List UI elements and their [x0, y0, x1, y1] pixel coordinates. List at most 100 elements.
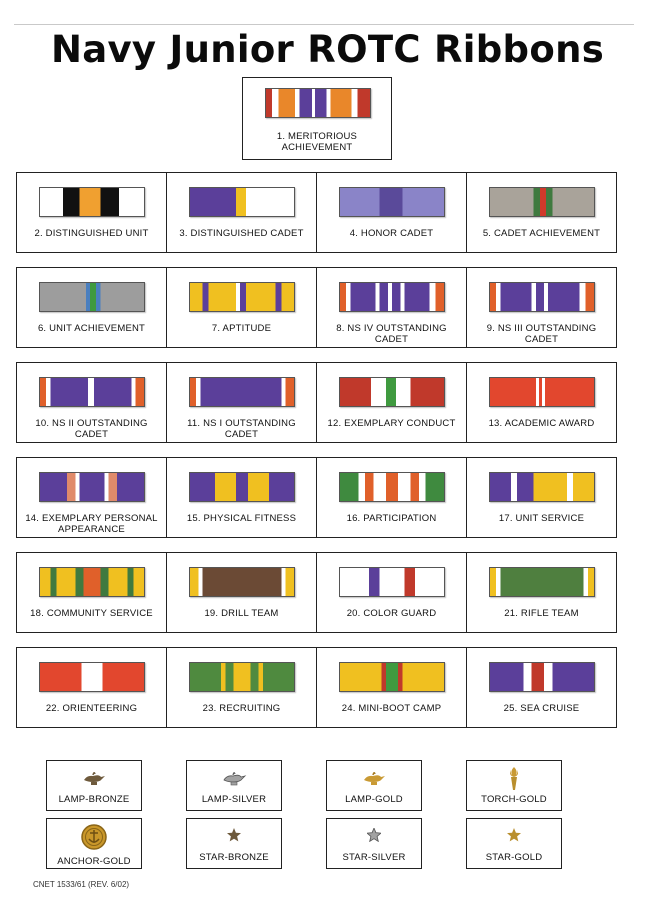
- ribbon-card: 10. NS II OUTSTANDING CADET: [16, 362, 167, 443]
- ribbon-sea-cruise: [489, 662, 595, 692]
- ribbon-ns-iv-outstanding-cadet: [339, 282, 445, 312]
- device-card: LAMP-GOLD: [326, 760, 422, 811]
- device-card: STAR-SILVER: [326, 818, 422, 869]
- ribbon-row-3: 10. NS II OUTSTANDING CADET 11. NS I OUT…: [16, 362, 617, 443]
- ribbon-row-5: 18. COMMUNITY SERVICE 19. DRILL TEAM 20.…: [16, 552, 617, 633]
- device-label: LAMP-GOLD: [345, 794, 403, 805]
- device-label: STAR-GOLD: [485, 852, 543, 863]
- ribbon-card: 23. RECRUITING: [166, 647, 317, 728]
- star-icon: [467, 828, 561, 846]
- form-number: CNET 1533/61 (REV. 6/02): [33, 880, 130, 889]
- device-card: STAR-GOLD: [466, 818, 562, 869]
- ribbon-label: 20. COLOR GUARD: [346, 608, 437, 619]
- ribbon-card: 11. NS I OUTSTANDING CADET: [166, 362, 317, 443]
- ribbon-exemplary-conduct: [339, 377, 445, 407]
- device-card: LAMP-SILVER: [186, 760, 282, 811]
- ribbon-label: 22. ORIENTEERING: [45, 703, 138, 714]
- ribbon-card: 21. RIFLE TEAM: [466, 552, 617, 633]
- ribbon-card: 19. DRILL TEAM: [166, 552, 317, 633]
- device-label: STAR-BRONZE: [199, 852, 269, 863]
- ribbon-label: 14. EXEMPLARY PERSONAL APPEARANCE: [25, 513, 158, 535]
- device-row-2: ANCHOR-GOLD STAR-BRONZE STAR-SILVER STAR…: [44, 818, 604, 869]
- ribbon-card: 9. NS III OUTSTANDING CADET: [466, 267, 617, 348]
- ribbon-unit-achievement: [39, 282, 145, 312]
- ribbon-card: 2. DISTINGUISHED UNIT: [16, 172, 167, 253]
- ribbon-participation: [339, 472, 445, 502]
- ribbon-label: 8. NS IV OUTSTANDING CADET: [336, 323, 447, 345]
- device-label: LAMP-BRONZE: [58, 794, 130, 805]
- ribbon-label: 9. NS III OUTSTANDING CADET: [486, 323, 597, 345]
- ribbon-label: 21. RIFLE TEAM: [504, 608, 579, 619]
- ribbon-card: 20. COLOR GUARD: [316, 552, 467, 633]
- ribbon-card: 7. APTITUDE: [166, 267, 317, 348]
- ribbon-label: 10. NS II OUTSTANDING CADET: [35, 418, 148, 440]
- ribbon-physical-fitness: [189, 472, 295, 502]
- ribbon-drill-team: [189, 567, 295, 597]
- ribbon-label: 4. HONOR CADET: [349, 228, 434, 239]
- lamp-icon: [327, 770, 421, 788]
- ribbon-label: 13. ACADEMIC AWARD: [488, 418, 595, 429]
- ribbon-label: 11. NS I OUTSTANDING CADET: [187, 418, 296, 440]
- ribbon-label: 6. UNIT ACHIEVEMENT: [37, 323, 146, 334]
- ribbon-card: 22. ORIENTEERING: [16, 647, 167, 728]
- star-icon: [187, 828, 281, 846]
- ribbon-ns-ii-outstanding-cadet: [39, 377, 145, 407]
- ribbon-card: 6. UNIT ACHIEVEMENT: [16, 267, 167, 348]
- ribbon-card: 15. PHYSICAL FITNESS: [166, 457, 317, 538]
- ribbon-orienteering: [39, 662, 145, 692]
- ribbon-row-2: 6. UNIT ACHIEVEMENT 7. APTITUDE 8. NS IV…: [16, 267, 617, 348]
- ribbon-card: 3. DISTINGUISHED CADET: [166, 172, 317, 253]
- ribbon-row-1: 2. DISTINGUISHED UNIT 3. DISTINGUISHED C…: [16, 172, 617, 253]
- ribbon-aptitude: [189, 282, 295, 312]
- ribbon-academic-award: [489, 377, 595, 407]
- ribbon-distinguished-cadet: [189, 187, 295, 217]
- ribbon-row-4: 14. EXEMPLARY PERSONAL APPEARANCE 15. PH…: [16, 457, 617, 538]
- device-label: LAMP-SILVER: [201, 794, 267, 805]
- ribbon-rifle-team: [489, 567, 595, 597]
- ribbon-card: 18. COMMUNITY SERVICE: [16, 552, 167, 633]
- ribbon-card: 25. SEA CRUISE: [466, 647, 617, 728]
- ribbon-label: 23. RECRUITING: [202, 703, 281, 714]
- ribbon-color-guard: [339, 567, 445, 597]
- ribbon-ns-iii-outstanding-cadet: [489, 282, 595, 312]
- device-label: ANCHOR-GOLD: [57, 856, 131, 867]
- ribbon-card: 4. HONOR CADET: [316, 172, 467, 253]
- ribbon-honor-cadet: [339, 187, 445, 217]
- star-icon: [327, 828, 421, 846]
- ribbon-card: 17. UNIT SERVICE: [466, 457, 617, 538]
- device-grid: LAMP-BRONZE LAMP-SILVER LAMP-GOLD TORCH-…: [44, 760, 604, 876]
- ribbon-grid: 2. DISTINGUISHED UNIT 3. DISTINGUISHED C…: [16, 172, 617, 742]
- device-card: TORCH-GOLD: [466, 760, 562, 811]
- torch-icon: [467, 767, 561, 791]
- ribbon-label: 1. MERITORIOUS ACHIEVEMENT: [276, 131, 358, 153]
- device-label: TORCH-GOLD: [481, 794, 547, 805]
- ribbon-label: 15. PHYSICAL FITNESS: [186, 513, 297, 524]
- ribbon-label: 12. EXEMPLARY CONDUCT: [327, 418, 456, 429]
- ribbon-label: 18. COMMUNITY SERVICE: [30, 608, 153, 619]
- ribbon-label: 2. DISTINGUISHED UNIT: [34, 228, 149, 239]
- ribbon-ns-i-outstanding-cadet: [189, 377, 295, 407]
- ribbon-cadet-achievement: [489, 187, 595, 217]
- ribbon-label: 16. PARTICIPATION: [346, 513, 437, 524]
- ribbon-card: 8. NS IV OUTSTANDING CADET: [316, 267, 467, 348]
- ribbon-label: 7. APTITUDE: [211, 323, 272, 334]
- top-rule: [14, 24, 634, 25]
- ribbon-unit-service: [489, 472, 595, 502]
- ribbon-row-6: 22. ORIENTEERING 23. RECRUITING 24. MINI…: [16, 647, 617, 728]
- ribbon-card-1: 1. MERITORIOUS ACHIEVEMENT: [242, 77, 392, 160]
- ribbon-distinguished-unit: [39, 187, 145, 217]
- ribbon-label: 24. MINI-BOOT CAMP: [341, 703, 442, 714]
- ribbon-meritorious-achievement: [265, 88, 371, 118]
- ribbon-recruiting: [189, 662, 295, 692]
- device-card: LAMP-BRONZE: [46, 760, 142, 811]
- device-label: STAR-SILVER: [342, 852, 406, 863]
- ribbon-label: 3. DISTINGUISHED CADET: [179, 228, 304, 239]
- ribbon-label: 17. UNIT SERVICE: [498, 513, 585, 524]
- lamp-icon: [187, 770, 281, 788]
- ribbon-mini-boot-camp: [339, 662, 445, 692]
- ribbon-label: 19. DRILL TEAM: [204, 608, 279, 619]
- ribbon-label: 5. CADET ACHIEVEMENT: [482, 228, 601, 239]
- ribbon-label: 25. SEA CRUISE: [503, 703, 580, 714]
- lamp-icon: [47, 770, 141, 788]
- ribbon-card: 13. ACADEMIC AWARD: [466, 362, 617, 443]
